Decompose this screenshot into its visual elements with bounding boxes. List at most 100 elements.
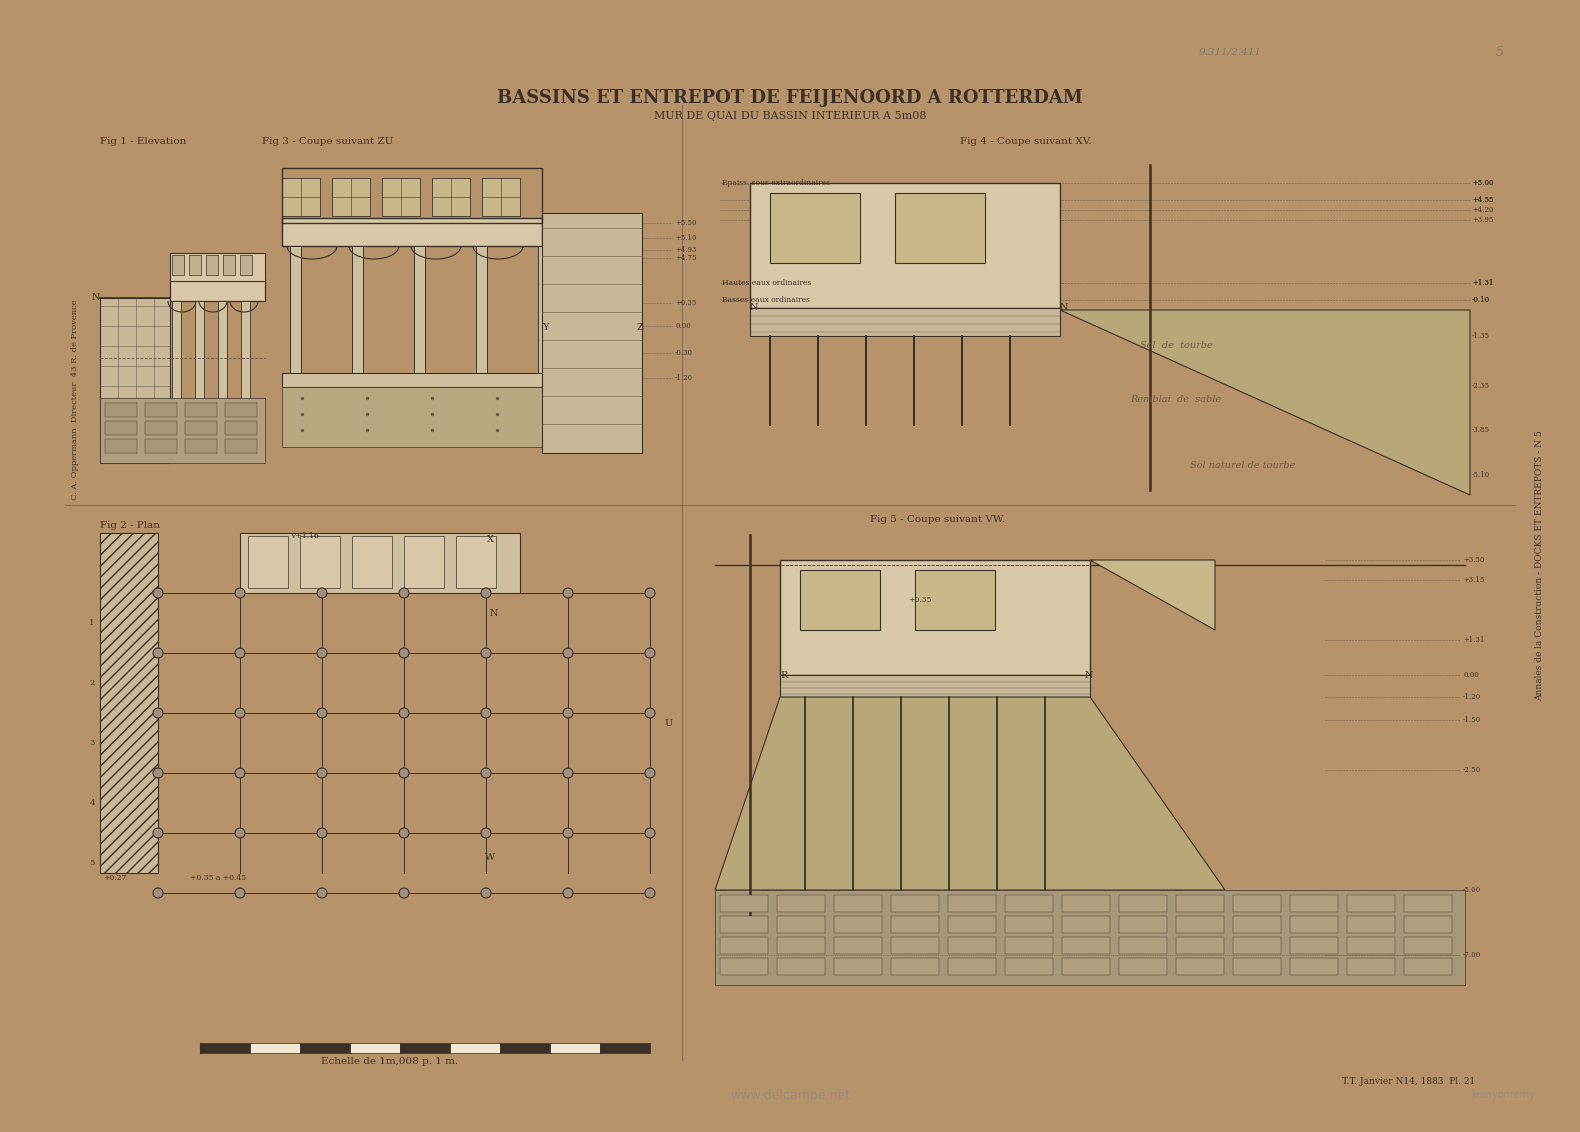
Text: +0.35 a +0.45: +0.35 a +0.45 [190,874,246,882]
Text: -1.20: -1.20 [1463,693,1480,701]
Bar [248,535,288,588]
Text: Fig 1 - Elevation: Fig 1 - Elevation [100,137,186,146]
Text: Basses eaux ordinaires: Basses eaux ordinaires [722,295,811,305]
Text: N: N [92,293,101,302]
Text: +0.35: +0.35 [675,299,697,307]
Polygon shape [100,298,171,463]
Circle shape [153,588,163,598]
Circle shape [153,887,163,898]
Bar [185,439,216,453]
Bar [781,675,1090,697]
Bar [400,1043,450,1053]
Bar [550,1043,600,1053]
Bar [834,895,882,912]
Text: +5.00: +5.00 [1473,179,1493,187]
Circle shape [400,827,409,838]
Bar [1232,916,1281,933]
Circle shape [562,827,574,838]
Bar [750,336,1060,386]
Text: 1: 1 [90,619,95,627]
Text: 5: 5 [1496,45,1504,59]
Circle shape [562,708,574,718]
Polygon shape [1090,560,1215,631]
Text: W: W [485,854,495,863]
Bar [172,301,182,415]
Bar [1289,937,1338,954]
Bar [1348,895,1395,912]
Bar [145,439,177,453]
Bar [799,571,880,631]
Text: +3.15: +3.15 [1463,576,1484,584]
Bar [1005,937,1052,954]
Bar [600,1043,649,1053]
Bar [1348,937,1395,954]
Text: -0.30: -0.30 [675,349,694,357]
Bar [1005,916,1052,933]
Circle shape [235,767,245,778]
Bar [185,421,216,435]
Text: -1.20: -1.20 [675,374,694,381]
Bar [172,255,183,275]
Bar [1405,937,1452,954]
Circle shape [318,588,327,598]
Circle shape [562,648,574,658]
Bar [351,1043,400,1053]
Text: -0.10: -0.10 [1473,295,1490,305]
Text: Z: Z [637,324,645,333]
Bar [1176,895,1224,912]
Circle shape [480,887,491,898]
Bar [194,301,204,415]
Bar [1119,937,1168,954]
Text: -5.10: -5.10 [1473,471,1490,479]
Circle shape [645,708,656,718]
Text: 3: 3 [90,739,95,747]
Bar [190,255,201,275]
Text: +1.31: +1.31 [1473,278,1493,288]
Text: +3.95: +3.95 [1473,216,1493,224]
Bar [104,403,137,417]
Bar [404,535,444,588]
Bar [250,1043,300,1053]
Bar [100,398,265,463]
Bar [281,387,542,447]
Bar [720,895,768,912]
Text: +5.50: +5.50 [675,218,697,228]
Text: BASSINS ET ENTREPOT DE FEIJENOORD A ROTTERDAM: BASSINS ET ENTREPOT DE FEIJENOORD A ROTT… [498,89,1082,108]
Bar [894,192,984,263]
Text: -5.00: -5.00 [1463,886,1480,894]
Circle shape [318,887,327,898]
Bar [716,890,1465,985]
Text: -3.85: -3.85 [1473,426,1490,434]
Bar [223,255,235,275]
Text: Epaiss. sous extraordinaires: Epaiss. sous extraordinaires [722,179,830,187]
Bar [352,535,392,588]
Bar [240,255,251,275]
Bar [1005,958,1052,975]
Bar [224,421,258,435]
Circle shape [645,887,656,898]
Text: V+1.16: V+1.16 [291,532,319,540]
Bar [218,301,228,415]
Text: Y: Y [542,324,548,333]
Bar [1176,937,1224,954]
Text: N: N [490,609,499,617]
Text: -1.35: -1.35 [1473,332,1490,340]
Polygon shape [1060,310,1469,495]
Circle shape [400,648,409,658]
Text: -1.50: -1.50 [1463,717,1480,724]
Circle shape [645,648,656,658]
Text: +4.55: +4.55 [1473,196,1493,204]
Bar [1348,916,1395,933]
Text: Echelle de 1m,008 p. 1 m.: Echelle de 1m,008 p. 1 m. [321,1057,458,1066]
Text: 9.311/2.411: 9.311/2.411 [1199,48,1261,57]
Circle shape [153,648,163,658]
Bar [1232,895,1281,912]
Bar [145,403,177,417]
Text: +3.50: +3.50 [1463,556,1484,564]
Text: T.T. Janvier N14, 1883  Pl. 21: T.T. Janvier N14, 1883 Pl. 21 [1341,1078,1476,1087]
Bar [1176,916,1224,933]
Text: Sol  de  tourbe: Sol de tourbe [1141,341,1213,350]
Text: N: N [750,303,758,312]
Text: +1.31: +1.31 [1473,278,1493,288]
Bar [720,937,768,954]
